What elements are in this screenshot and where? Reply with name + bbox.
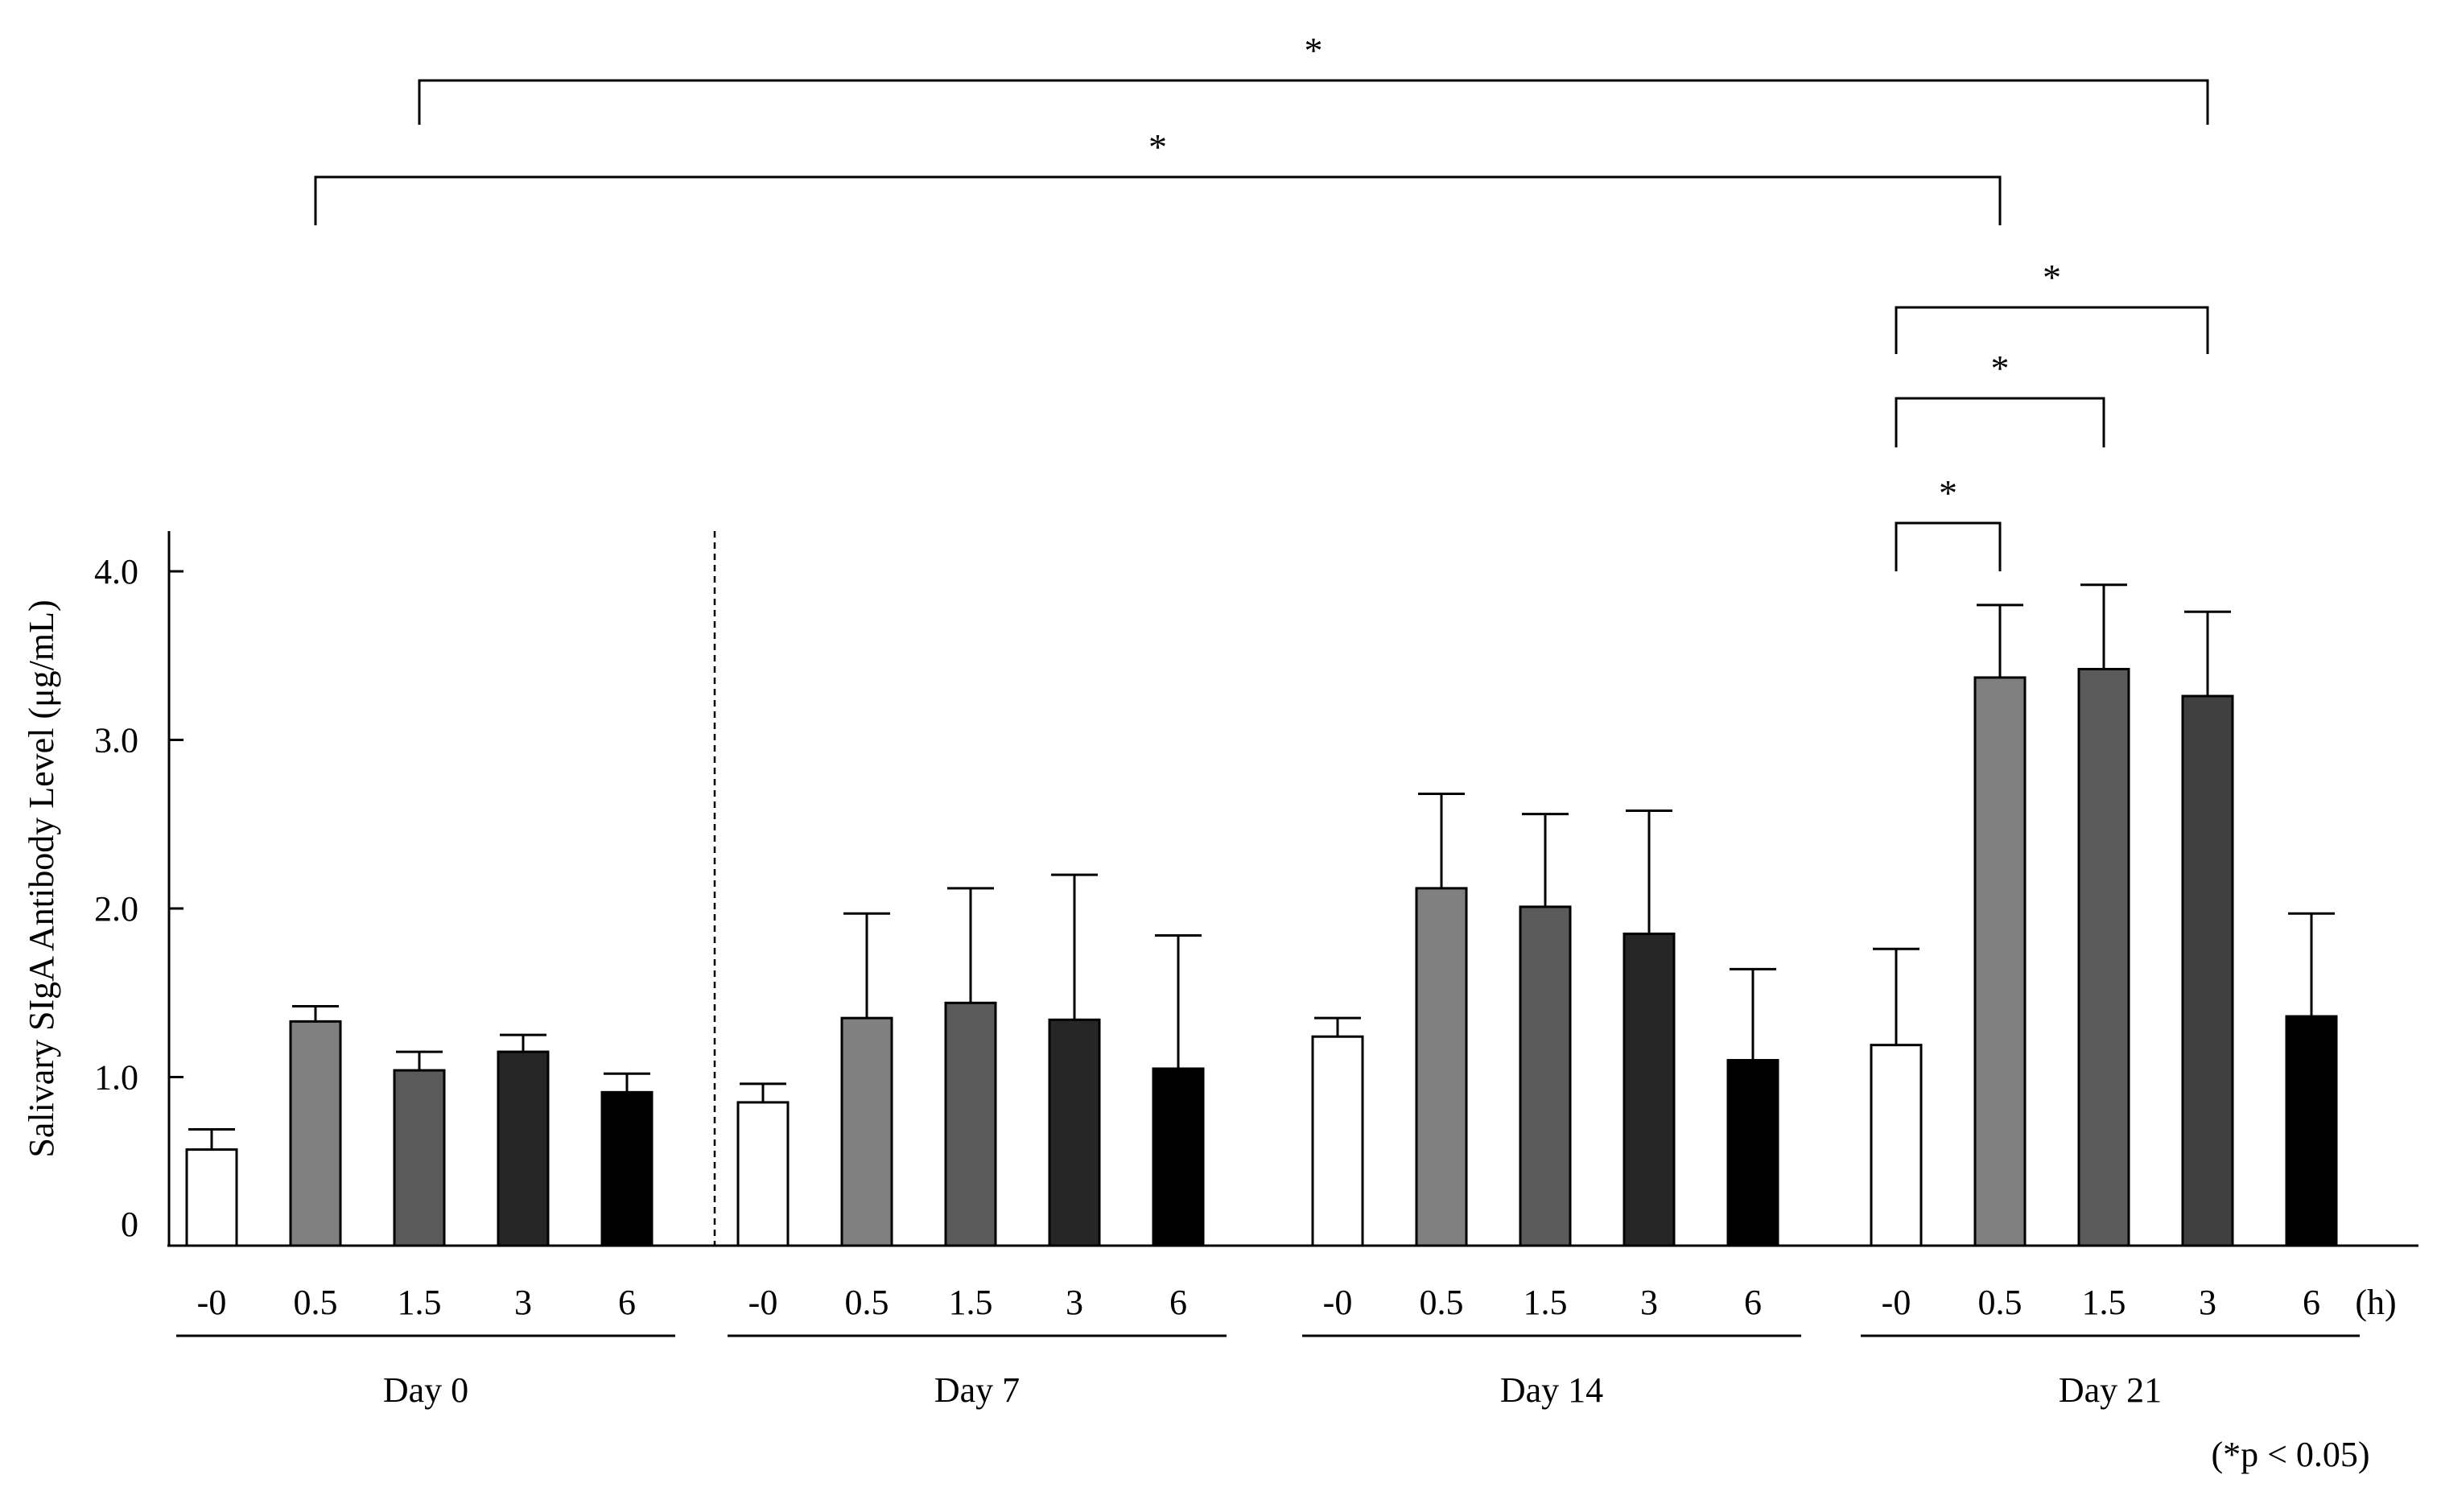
significance-star: * — [1939, 472, 1957, 513]
x-tick-label: 6 — [2303, 1283, 2320, 1322]
x-tick-label: 1.5 — [398, 1283, 442, 1322]
x-tick-label: 0.5 — [1420, 1283, 1464, 1322]
group-label: Day 21 — [2059, 1370, 2162, 1410]
group-label: Day 14 — [1500, 1370, 1603, 1410]
bar — [1415, 887, 1468, 1247]
significance-bracket — [1895, 397, 2105, 447]
bars — [185, 668, 2338, 1247]
x-tick-label: 0.5 — [1978, 1283, 2022, 1322]
bar — [1519, 905, 1572, 1247]
bar — [1152, 1067, 1205, 1247]
x-tick-label: 3 — [1066, 1283, 1083, 1322]
bar — [2181, 694, 2234, 1247]
y-axis-title: Salivary SIgA Antibody Level (μg/mL) — [22, 599, 61, 1157]
significance-star: * — [1991, 348, 2010, 389]
bar — [1623, 932, 1676, 1247]
x-unit-label: (h) — [2355, 1283, 2396, 1322]
significance-brackets: * * * * * — [314, 30, 2209, 571]
x-tick-label: 1.5 — [1524, 1283, 1568, 1322]
y-tick-label: 4.0 — [94, 552, 138, 591]
bar — [1973, 676, 2027, 1247]
bar — [1048, 1018, 1101, 1247]
x-tick-label: 1.5 — [949, 1283, 993, 1322]
bar — [1311, 1035, 1364, 1247]
error-bars — [188, 583, 2335, 1150]
x-tick-label: 6 — [1169, 1283, 1187, 1322]
x-tick-label: 3 — [514, 1283, 532, 1322]
bar — [289, 1020, 342, 1247]
bar — [600, 1090, 654, 1247]
bar — [185, 1148, 238, 1247]
x-tick-label: -0 — [1323, 1283, 1353, 1322]
significance-star: * — [1148, 126, 1167, 167]
x-tick-label: -0 — [748, 1283, 778, 1322]
bar — [736, 1101, 790, 1247]
bar — [2285, 1015, 2338, 1247]
significance-bracket — [418, 79, 2209, 125]
y-tick-label: 3.0 — [94, 721, 138, 760]
x-tick-label: 3 — [1640, 1283, 1658, 1322]
group-label: Day 0 — [383, 1370, 468, 1410]
significance-bracket — [314, 175, 2002, 225]
bar — [1726, 1059, 1779, 1247]
significance-bracket — [1895, 306, 2209, 354]
x-tick-label: 1.5 — [2082, 1283, 2126, 1322]
significance-star: * — [2043, 257, 2061, 298]
group-label: Day 7 — [934, 1370, 1020, 1410]
y-tick-label: 2.0 — [94, 889, 138, 929]
bar — [1870, 1044, 1923, 1247]
significance-star: * — [1305, 30, 1323, 71]
significance-bracket — [1895, 521, 2002, 571]
bar — [497, 1050, 550, 1247]
x-tick-label: 3 — [2199, 1283, 2216, 1322]
x-tick-label: 6 — [618, 1283, 636, 1322]
bar — [2077, 668, 2130, 1247]
x-tick-label: 6 — [1744, 1283, 1762, 1322]
y-tick-label: 1.0 — [94, 1058, 138, 1098]
bar — [944, 1001, 997, 1247]
x-tick-label: 0.5 — [294, 1283, 338, 1322]
y-tick-label: 0 — [121, 1205, 138, 1244]
y-ticks: 0 1.0 2.0 3.0 4.0 — [94, 552, 183, 1244]
significance-note: (*p < 0.05) — [2211, 1435, 2369, 1474]
group-labels: Day 0 Day 7 Day 14 Day 21 — [176, 1334, 2360, 1410]
x-tick-labels: -0 0.5 1.5 3 6 -0 0.5 1.5 3 6 -0 0.5 1.5 3 6 -0 0.5 1.5 3 6 — [197, 1283, 2320, 1322]
x-tick-label: 0.5 — [845, 1283, 889, 1322]
x-tick-label: -0 — [197, 1283, 227, 1322]
x-tick-label: -0 — [1882, 1283, 1911, 1322]
bar — [840, 1016, 893, 1247]
bar — [393, 1069, 446, 1247]
